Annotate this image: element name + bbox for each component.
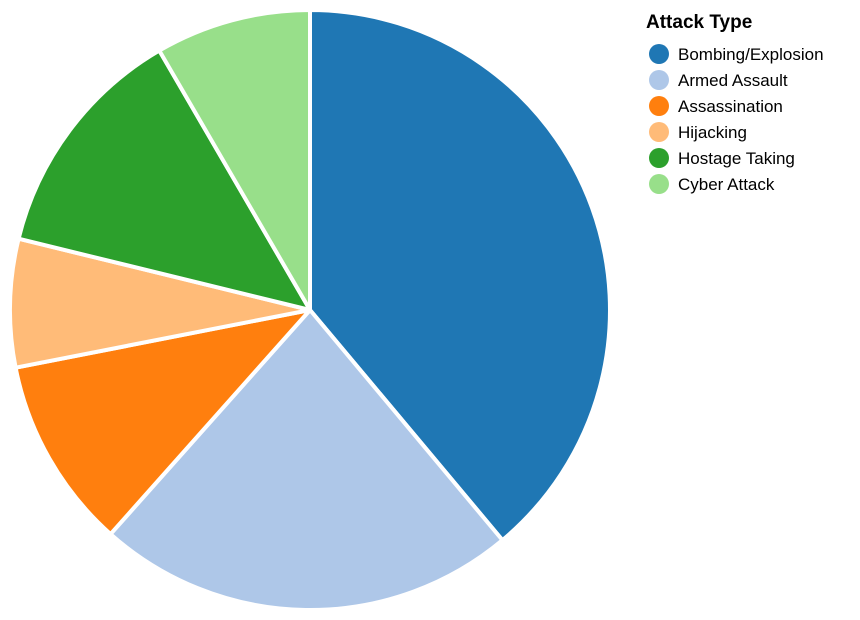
pie-slice-assassination[interactable]: [13, 308, 312, 537]
legend: Attack Type Bombing/Explosion Armed Assau…: [646, 12, 824, 194]
pie-slice-cyber-attack[interactable]: [157, 8, 312, 312]
pie-slice-armed-assault[interactable]: [108, 308, 505, 612]
pie-slice-bombing-explosion[interactable]: [308, 8, 612, 543]
pie-slices: [8, 8, 612, 612]
pie-slice-hijacking[interactable]: [8, 236, 312, 370]
legend-swatch: [649, 70, 669, 90]
pie-slice-hostage-taking[interactable]: [16, 48, 312, 312]
legend-items: Bombing/Explosion Armed Assault Assassinat…: [649, 44, 824, 194]
legend-label: Hostage Taking: [678, 149, 795, 168]
legend-label: Bombing/Explosion: [678, 45, 824, 64]
legend-label: Assassination: [678, 97, 783, 116]
legend-swatch: [649, 96, 669, 116]
legend-swatch: [649, 122, 669, 142]
legend-label: Armed Assault: [678, 71, 788, 90]
legend-swatch: [649, 148, 669, 168]
legend-title: Attack Type: [646, 12, 752, 33]
legend-swatch: [649, 174, 669, 194]
legend-label: Hijacking: [678, 123, 747, 142]
legend-label: Cyber Attack: [678, 175, 775, 194]
legend-swatch: [649, 44, 669, 64]
